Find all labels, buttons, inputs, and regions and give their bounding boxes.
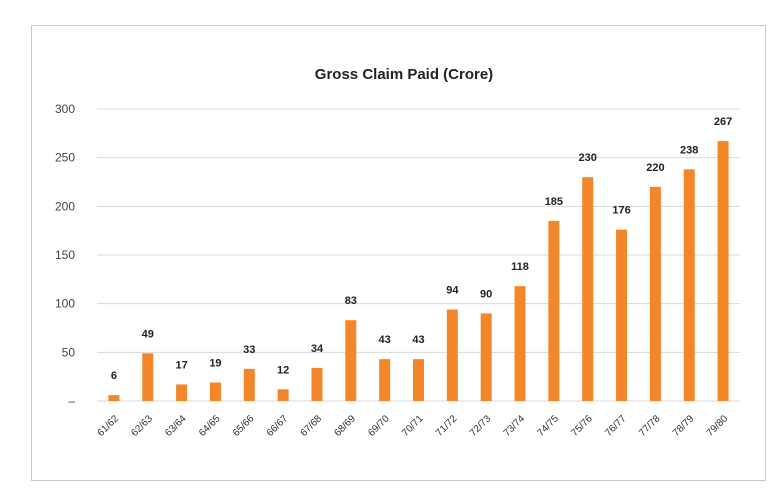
chart-frame xyxy=(31,25,766,481)
data-label: 185 xyxy=(545,196,563,208)
x-tick-label: 75/76 xyxy=(569,413,595,439)
bar-70-71 xyxy=(413,359,424,401)
y-tick-label: 150 xyxy=(55,248,75,262)
bar-75-76 xyxy=(582,177,594,401)
y-axis-ticks: – 50 100 150 200 250 300 xyxy=(55,102,75,408)
data-labels: 6 49 17 19 33 12 34 83 43 43 94 90 118 185 230 176 220 23… xyxy=(111,116,732,382)
x-tick-label: 69/70 xyxy=(366,413,392,439)
x-tick-label: 68/69 xyxy=(332,413,358,439)
bars xyxy=(108,141,729,401)
data-label: 267 xyxy=(714,116,732,128)
bar-78-79 xyxy=(683,169,695,401)
x-tick-label: 72/73 xyxy=(468,413,494,439)
data-label: 94 xyxy=(446,285,459,297)
bar-79-80 xyxy=(717,141,729,401)
y-tick-label: 50 xyxy=(62,345,76,359)
x-tick-label: 78/79 xyxy=(671,413,697,439)
bar-72-73 xyxy=(480,313,492,401)
x-tick-label: 71/72 xyxy=(434,413,460,439)
x-tick-label: 76/77 xyxy=(603,413,629,439)
data-label: 220 xyxy=(646,162,664,174)
x-tick-label: 66/67 xyxy=(265,413,291,439)
bar-74-75 xyxy=(548,220,560,401)
bar-77-78 xyxy=(649,186,661,401)
x-tick-label: 74/75 xyxy=(536,413,562,439)
data-label: 19 xyxy=(209,358,221,370)
y-tick-label: 100 xyxy=(55,297,75,311)
x-tick-label: 73/74 xyxy=(502,413,528,439)
bar-76-77 xyxy=(616,229,628,401)
bar-66-67 xyxy=(277,389,289,401)
data-label: 49 xyxy=(142,328,154,340)
x-tick-label: 79/80 xyxy=(705,413,731,439)
y-tick-label: 300 xyxy=(55,102,75,116)
x-tick-label: 70/71 xyxy=(400,413,426,439)
data-label: 230 xyxy=(579,152,597,164)
data-label: 17 xyxy=(175,359,187,371)
bar-61-62 xyxy=(108,395,120,401)
x-tick-label: 63/64 xyxy=(163,413,189,439)
data-label: 83 xyxy=(345,295,357,307)
bar-68-69 xyxy=(345,320,357,401)
bar-73-74 xyxy=(514,286,526,401)
bar-65-66 xyxy=(243,368,255,401)
data-label: 43 xyxy=(379,334,391,346)
x-tick-label: 64/65 xyxy=(197,413,223,439)
x-tick-label: 67/68 xyxy=(299,413,325,439)
y-tick-label: – xyxy=(68,394,75,408)
bar-63-64 xyxy=(176,384,188,401)
x-tick-label: 62/63 xyxy=(129,413,155,439)
x-tick-label: 61/62 xyxy=(96,413,122,439)
chart-title: Gross Claim Paid (Crore) xyxy=(315,66,493,83)
bar-69-70 xyxy=(379,359,391,401)
bar-71-72 xyxy=(446,309,458,401)
data-label: 33 xyxy=(243,344,255,356)
bar-62-63 xyxy=(142,353,154,401)
data-label: 43 xyxy=(412,334,424,346)
y-tick-label: 250 xyxy=(55,151,75,165)
bar-64-65 xyxy=(209,382,221,401)
x-tick-label: 77/78 xyxy=(637,413,663,439)
data-label: 176 xyxy=(612,205,630,217)
bar-67-68 xyxy=(311,367,323,401)
data-label: 12 xyxy=(277,364,289,376)
gridlines xyxy=(97,108,740,402)
data-label: 238 xyxy=(680,144,698,156)
y-tick-label: 200 xyxy=(55,199,75,213)
data-label: 6 xyxy=(111,370,117,382)
data-label: 90 xyxy=(480,288,492,300)
x-axis-ticks: 61/62 62/63 63/64 64/65 65/66 66/67 67/68 68/69… xyxy=(96,413,731,439)
x-tick-label: 65/66 xyxy=(231,413,257,439)
data-label: 34 xyxy=(311,343,324,355)
data-label: 118 xyxy=(511,261,529,273)
